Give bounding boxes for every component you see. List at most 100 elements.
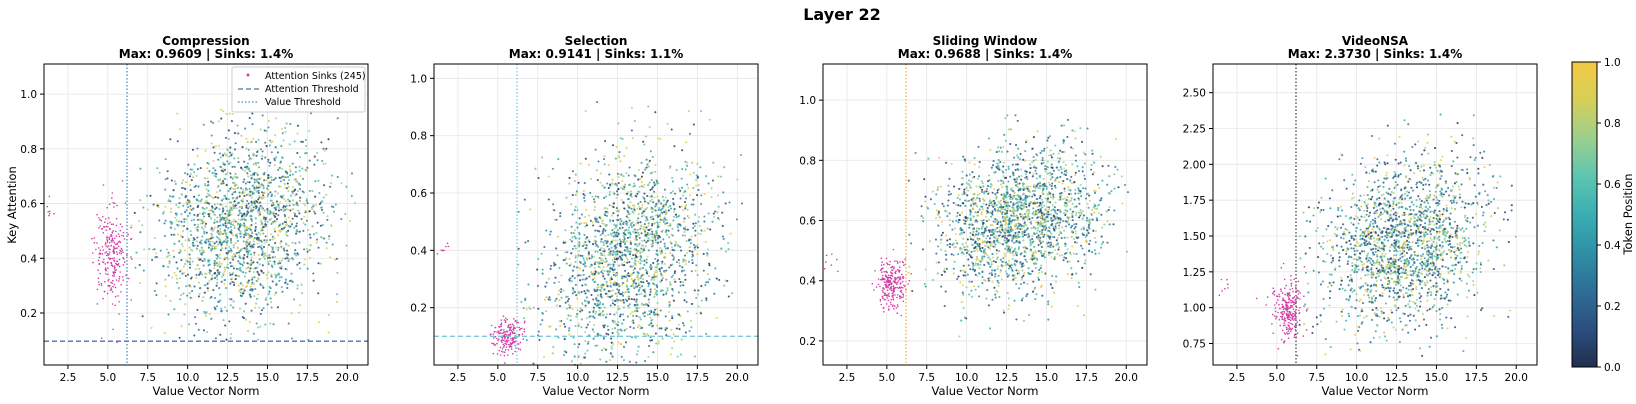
- sink-point: [114, 304, 116, 307]
- x-tick-label: 10.0: [176, 372, 199, 384]
- token-point: [287, 185, 290, 188]
- token-point: [227, 227, 230, 230]
- token-point: [230, 213, 233, 216]
- token-point: [223, 240, 226, 243]
- token-point: [1041, 156, 1044, 160]
- token-point: [573, 277, 576, 280]
- token-point: [273, 293, 276, 296]
- token-point: [266, 220, 269, 223]
- token-point: [694, 248, 697, 251]
- token-point: [555, 328, 558, 331]
- token-point: [230, 298, 233, 301]
- token-point: [279, 201, 282, 204]
- token-point: [924, 200, 927, 203]
- token-point: [577, 355, 580, 359]
- token-point: [305, 199, 308, 202]
- token-point: [560, 274, 563, 277]
- token-point: [937, 261, 940, 264]
- token-point: [555, 218, 558, 221]
- token-point: [708, 118, 711, 121]
- sink-point: [500, 325, 503, 328]
- token-point: [219, 239, 222, 242]
- token-point: [291, 208, 295, 211]
- token-point: [997, 221, 1000, 224]
- token-point: [208, 280, 211, 283]
- token-point: [923, 178, 926, 181]
- token-point: [181, 181, 184, 184]
- token-point: [584, 240, 587, 244]
- token-point: [349, 219, 352, 223]
- token-point: [203, 182, 207, 185]
- token-point: [595, 286, 599, 289]
- token-point: [658, 236, 662, 239]
- y-tick-label: 0.4: [20, 253, 37, 265]
- token-point: [229, 237, 232, 241]
- token-point: [232, 191, 235, 194]
- token-point: [186, 273, 190, 276]
- token-point: [178, 277, 182, 280]
- token-point: [721, 224, 724, 227]
- token-point: [612, 271, 615, 274]
- token-point: [657, 342, 660, 345]
- token-point: [243, 310, 246, 313]
- token-point: [672, 299, 675, 302]
- token-point: [284, 200, 288, 203]
- x-tick-label: 17.5: [686, 372, 709, 384]
- token-point: [244, 285, 247, 289]
- token-point: [1037, 250, 1040, 253]
- token-point: [217, 196, 220, 199]
- token-point: [251, 112, 254, 115]
- sink-point: [502, 346, 505, 348]
- token-point: [167, 274, 170, 277]
- sink-point: [503, 329, 505, 331]
- token-point: [262, 271, 265, 275]
- token-point: [251, 174, 254, 177]
- token-point: [298, 230, 301, 233]
- token-point: [1112, 223, 1115, 226]
- token-point: [637, 260, 640, 263]
- token-point: [962, 237, 965, 240]
- token-point: [186, 199, 189, 202]
- token-point: [269, 238, 272, 242]
- token-point: [635, 353, 639, 356]
- token-point: [287, 178, 291, 182]
- token-point: [573, 209, 576, 212]
- sink-point: [106, 239, 109, 242]
- token-point: [229, 248, 232, 251]
- sink-point: [446, 242, 449, 244]
- token-point: [208, 209, 211, 212]
- token-point: [740, 202, 744, 205]
- token-point: [691, 253, 694, 256]
- token-point: [279, 180, 282, 183]
- token-point: [224, 239, 228, 243]
- sink-point: [492, 342, 495, 345]
- token-point: [602, 250, 605, 253]
- token-point: [292, 203, 295, 207]
- token-point: [316, 159, 319, 162]
- token-point: [234, 172, 237, 175]
- token-point: [237, 186, 240, 189]
- token-point: [599, 172, 602, 175]
- token-point: [644, 168, 647, 171]
- token-point: [291, 190, 294, 193]
- token-point: [298, 212, 301, 215]
- token-point: [654, 170, 657, 173]
- token-point: [580, 326, 583, 329]
- token-point: [637, 272, 640, 275]
- token-point: [671, 315, 674, 318]
- token-point: [209, 195, 212, 198]
- token-point: [175, 219, 178, 222]
- token-point: [243, 226, 246, 229]
- sink-point: [505, 346, 508, 348]
- token-point: [184, 262, 187, 266]
- token-point: [280, 208, 283, 211]
- sink-point: [511, 342, 513, 345]
- token-point: [617, 328, 620, 331]
- token-point: [196, 244, 199, 247]
- token-point: [695, 312, 698, 315]
- token-point: [265, 179, 268, 182]
- token-point: [244, 229, 247, 232]
- token-point: [303, 248, 306, 251]
- token-point: [565, 257, 568, 260]
- token-point: [235, 236, 239, 240]
